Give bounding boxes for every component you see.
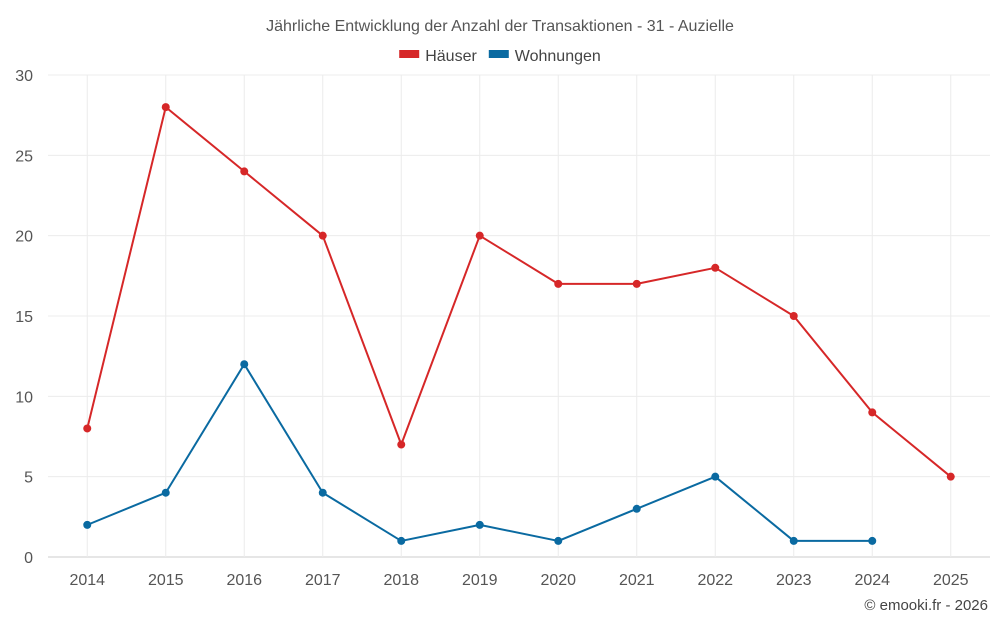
x-axis: 2014 2015 2016 2017 2018 2019 2020 2021 2022 2023… [69,572,968,589]
data-point [83,520,92,529]
data-point [946,472,955,481]
chart-title: Jährliche Entwicklung der Anzahl der Tra… [266,18,734,35]
x-tick-label: 2023 [776,572,812,589]
y-tick-label: 25 [15,148,33,165]
legend: Häuser Wohnungen [399,48,601,65]
legend-item: Häuser [399,48,477,65]
x-tick-label: 2021 [619,572,655,589]
data-point [475,520,484,529]
legend-swatch [399,50,420,58]
data-point [161,488,170,497]
data-point [397,440,406,449]
x-tick-label: 2016 [226,572,262,589]
data-point [789,536,798,545]
data-point [711,472,720,481]
data-point [554,279,563,288]
legend-swatch [488,50,509,58]
data-point [240,360,249,369]
x-tick-label: 2014 [69,572,105,589]
legend-item: Wohnungen [488,48,601,65]
data-point [868,408,877,417]
y-axis: 0 5 10 15 20 25 30 [15,68,33,567]
data-point [318,488,327,497]
data-point [789,312,798,320]
data-point [475,231,484,240]
data-point [868,536,877,545]
data-point [397,536,406,545]
data-point [83,424,92,433]
x-tick-label: 2019 [462,572,498,589]
x-tick-label: 2022 [697,572,733,589]
y-tick-label: 5 [24,470,33,487]
data-point [554,536,563,545]
data-point [240,167,249,176]
data-point [632,279,641,288]
data-point [318,231,327,240]
legend-label: Häuser [425,48,477,65]
credit-text: © emooki.fr - 2026 [864,597,988,614]
y-tick-label: 15 [15,309,33,326]
series-group [83,103,955,545]
y-tick-label: 0 [24,550,33,567]
x-tick-label: 2025 [933,572,969,589]
y-tick-label: 20 [15,229,33,246]
x-tick-label: 2015 [148,572,184,589]
series-line [86,106,952,478]
grid [48,74,990,558]
data-point [161,103,170,112]
x-tick-label: 2017 [305,572,341,589]
x-tick-label: 2018 [383,572,419,589]
x-tick-label: 2020 [540,572,576,589]
data-point [711,263,720,272]
y-tick-label: 30 [15,68,33,85]
legend-label: Wohnungen [515,48,601,65]
y-tick-label: 10 [15,389,33,406]
x-tick-label: 2024 [854,572,890,589]
data-point [632,504,641,513]
